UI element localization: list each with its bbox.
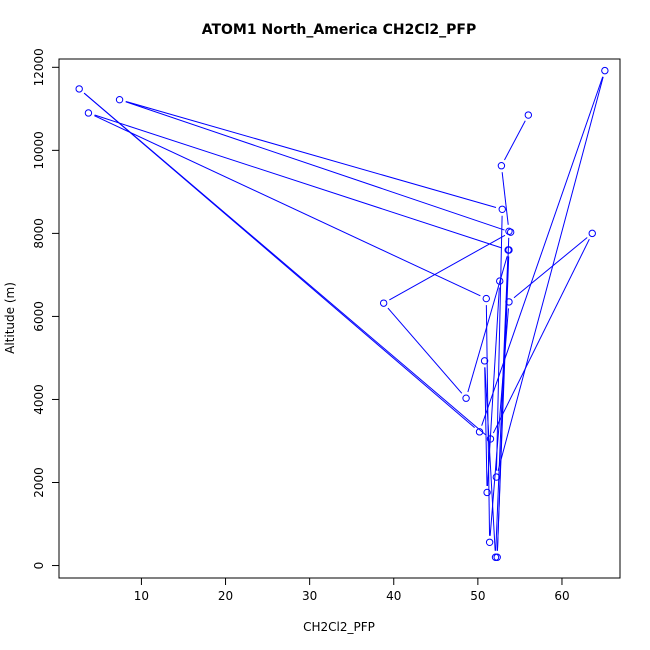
series-segment xyxy=(496,215,503,471)
series-segment xyxy=(484,367,488,486)
data-point xyxy=(496,277,504,285)
data-point xyxy=(115,95,124,104)
y-tick-label: 2000 xyxy=(32,467,46,498)
data-point xyxy=(379,299,388,307)
series-segment xyxy=(492,238,590,434)
series-segment xyxy=(504,120,526,161)
plot-frame xyxy=(58,58,621,579)
series-segment xyxy=(501,172,509,225)
series-segment xyxy=(467,256,508,393)
data-point xyxy=(498,205,506,214)
series-lines xyxy=(83,76,604,551)
data-point xyxy=(588,229,596,238)
data-point xyxy=(75,85,83,93)
data-point xyxy=(483,488,491,497)
y-axis-label: Altitude (m) xyxy=(3,282,17,354)
data-point xyxy=(505,246,513,254)
chart-title: ATOM1 North_America CH2Cl2_PFP xyxy=(202,22,477,38)
data-point xyxy=(475,428,484,436)
data-point xyxy=(492,473,501,481)
y-tick-label: 6000 xyxy=(32,301,46,332)
y-axis: 0 2000 4000 6000 8000 10000 12000 xyxy=(32,48,60,570)
data-point xyxy=(480,357,489,365)
y-tick-label: 4000 xyxy=(32,384,46,415)
y-tick-label: 0 xyxy=(32,562,46,570)
series-segment xyxy=(389,234,506,301)
series-segment xyxy=(387,307,463,394)
series-segment xyxy=(496,237,510,551)
x-tick-label: 40 xyxy=(386,589,401,603)
series-segment xyxy=(94,114,503,249)
x-tick-label: 50 xyxy=(470,589,485,603)
series-segment xyxy=(83,92,475,429)
data-point xyxy=(462,394,470,402)
x-tick-label: 30 xyxy=(302,589,317,603)
series-segment xyxy=(513,237,588,299)
y-tick-label: 10000 xyxy=(32,131,46,169)
data-point xyxy=(505,227,513,236)
series-segment xyxy=(497,76,604,471)
series-segment xyxy=(125,101,505,231)
data-point xyxy=(601,66,609,75)
data-point xyxy=(482,294,490,303)
data-point xyxy=(486,435,495,443)
series-segment xyxy=(484,367,496,551)
series-points xyxy=(75,66,609,561)
data-point xyxy=(485,538,494,546)
x-tick-label: 20 xyxy=(218,589,233,603)
data-point xyxy=(524,111,533,119)
data-point xyxy=(505,298,513,306)
x-tick-label: 10 xyxy=(134,589,149,603)
series-segment xyxy=(125,100,497,208)
data-point xyxy=(84,109,93,117)
y-tick-label: 8000 xyxy=(32,218,46,249)
x-tick-label: 60 xyxy=(554,589,569,603)
x-axis: 10 20 30 40 50 60 xyxy=(134,577,570,603)
x-axis-label: CH2Cl2_PFP xyxy=(303,620,375,634)
series-segment xyxy=(481,76,604,426)
y-tick-label: 12000 xyxy=(32,48,46,86)
data-point xyxy=(497,162,506,170)
series-segment xyxy=(485,305,491,536)
data-point xyxy=(493,553,501,561)
series-segment xyxy=(94,115,481,297)
